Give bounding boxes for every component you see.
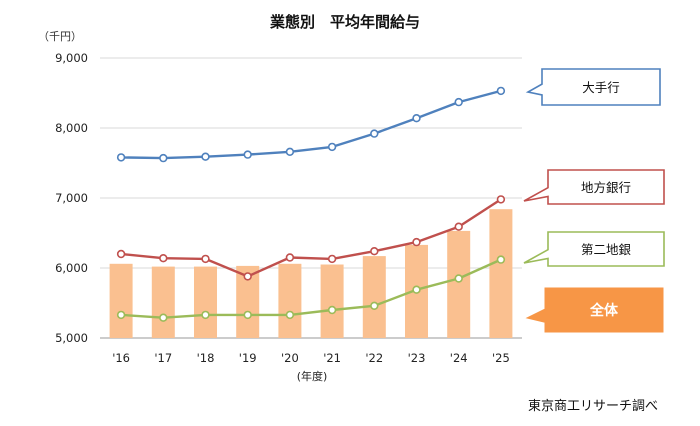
data-point bbox=[454, 97, 463, 107]
data-point bbox=[285, 253, 295, 262]
y-tick-label: 7,000 bbox=[55, 191, 88, 205]
legend-callout bbox=[523, 169, 665, 205]
data-point bbox=[116, 310, 126, 320]
data-point bbox=[370, 301, 379, 310]
data-point bbox=[159, 254, 168, 263]
x-tick-label: '21 bbox=[323, 351, 341, 365]
lines bbox=[116, 86, 506, 322]
source-note: 東京商工リサーチ調べ bbox=[528, 398, 658, 414]
bar-24 bbox=[447, 230, 471, 338]
bar-20 bbox=[278, 263, 302, 338]
data-point bbox=[285, 310, 295, 320]
bar-19 bbox=[236, 265, 260, 338]
bar-17 bbox=[151, 266, 175, 338]
data-point bbox=[201, 310, 210, 320]
legend-label: 第二地銀 bbox=[581, 242, 632, 257]
y-tick-label: 9,000 bbox=[55, 51, 88, 65]
x-tick-label: '22 bbox=[365, 351, 383, 365]
data-point bbox=[454, 222, 463, 231]
data-point bbox=[159, 313, 168, 322]
data-point bbox=[201, 254, 210, 264]
legend-callout bbox=[523, 231, 665, 267]
data-point bbox=[327, 142, 337, 152]
bars bbox=[109, 209, 513, 338]
data-point bbox=[496, 255, 506, 264]
legend-label: 大手行 bbox=[582, 80, 620, 95]
x-tick-label: '20 bbox=[281, 351, 299, 365]
x-tick-label: '25 bbox=[492, 351, 510, 365]
bar-25 bbox=[489, 209, 513, 338]
x-tick-label: '24 bbox=[450, 351, 468, 365]
y-tick-label: 6,000 bbox=[55, 261, 88, 275]
data-point bbox=[243, 150, 252, 159]
data-point bbox=[243, 310, 252, 320]
series-line bbox=[120, 198, 502, 278]
unit-label: （千円） bbox=[38, 30, 82, 43]
data-point bbox=[116, 153, 126, 162]
data-point bbox=[454, 274, 463, 283]
legend-label: 地方銀行 bbox=[581, 180, 631, 195]
bar-18 bbox=[194, 266, 217, 338]
data-point bbox=[243, 272, 252, 281]
data-point bbox=[327, 254, 337, 264]
x-tick-label: '19 bbox=[239, 351, 257, 365]
y-axis: 5,000 6,000 7,000 8,000 9,000 bbox=[55, 51, 88, 345]
data-point bbox=[327, 305, 337, 315]
x-axis-label: (年度) bbox=[297, 369, 328, 383]
data-point bbox=[496, 195, 506, 204]
series-line bbox=[121, 89, 502, 160]
data-point bbox=[412, 113, 421, 123]
x-tick-label: '17 bbox=[154, 351, 172, 365]
data-point bbox=[412, 237, 421, 247]
data-point bbox=[159, 153, 168, 163]
bar-21 bbox=[320, 264, 344, 338]
x-axis: '16 '17 '18 '19 '20 '21 '22 '23 '24 '25 bbox=[112, 351, 510, 365]
y-tick-label: 8,000 bbox=[55, 121, 88, 135]
x-tick-label: '16 bbox=[112, 351, 130, 365]
legend-callout bbox=[525, 287, 664, 333]
data-point bbox=[412, 285, 421, 294]
data-point bbox=[370, 129, 379, 138]
legend-callout bbox=[525, 68, 661, 106]
data-point bbox=[370, 247, 379, 256]
data-point bbox=[496, 86, 506, 96]
chart-title: 業態別 平均年間給与 bbox=[269, 13, 420, 31]
x-tick-label: '23 bbox=[408, 351, 426, 365]
bar-16 bbox=[109, 263, 133, 338]
data-point bbox=[201, 152, 210, 161]
x-tick-label: '18 bbox=[197, 351, 215, 365]
series-line bbox=[121, 258, 502, 319]
legend-label: 全体 bbox=[589, 302, 619, 319]
data-point bbox=[116, 249, 126, 259]
bar-22 bbox=[362, 256, 386, 338]
data-point bbox=[285, 147, 295, 157]
y-tick-label: 5,000 bbox=[55, 331, 88, 345]
